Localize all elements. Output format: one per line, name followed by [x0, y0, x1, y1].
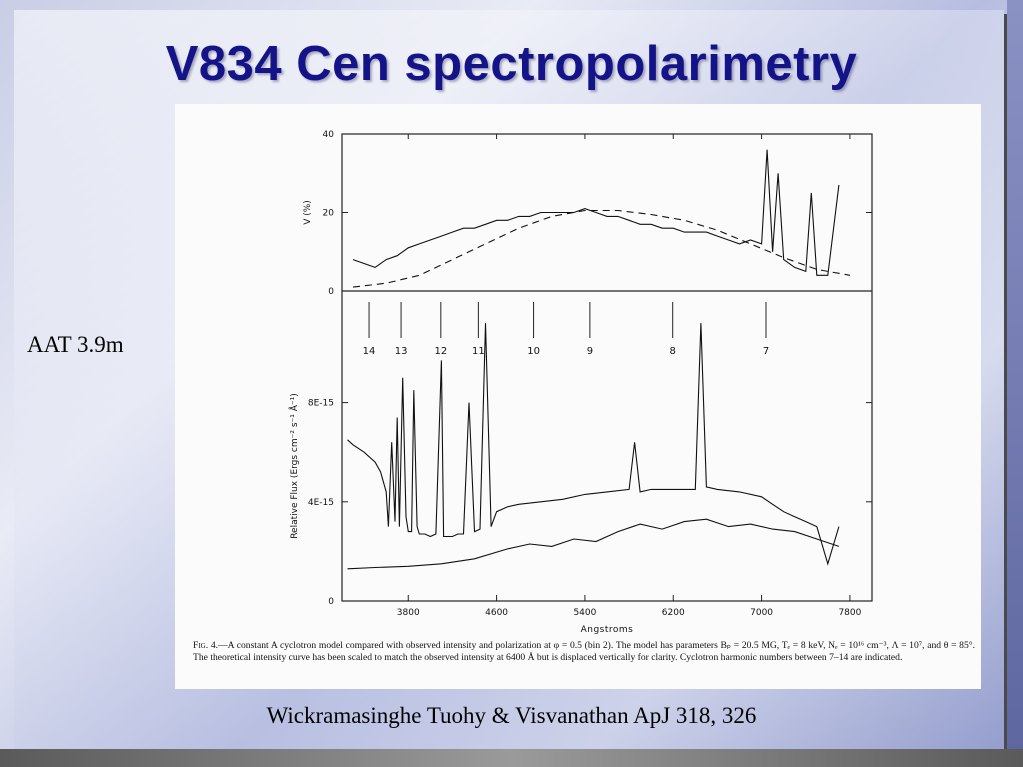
spectropolarimetry-figure: 14 13 12 11 10 9 8 7 0 20 40 V (%) 0 4E-15 8E-15 Relat…	[288, 130, 873, 635]
slide-bottom-bar	[0, 749, 1023, 767]
telescope-label: AAT 3.9m	[27, 332, 124, 357]
xtick-label: 3800	[397, 608, 420, 618]
xtick-label: 5400	[573, 608, 596, 618]
pol-ytick-label: 20	[323, 209, 335, 219]
polarization-model-line	[352, 209, 850, 288]
flux-model-line	[347, 518, 840, 570]
harmonic-label: 13	[395, 346, 408, 357]
caption-lead: Fig. 4.	[193, 640, 219, 651]
harmonic-label: 7	[763, 346, 769, 357]
flux-ytick-label: 4E-15	[308, 498, 334, 508]
harmonic-label: 14	[363, 346, 376, 357]
flux-ylabel: Relative Flux (Ergs cm⁻² s⁻¹ Å⁻¹)	[288, 393, 300, 539]
slide-title: V834 Cen spectropolarimetry	[165, 37, 858, 91]
harmonic-label: 8	[670, 346, 676, 357]
pol-ylabel: V (%)	[303, 200, 313, 225]
slide-right-bar	[1007, 0, 1023, 767]
plot-frame	[341, 133, 873, 602]
polarization-observed-line	[352, 149, 840, 276]
pol-ytick-label: 0	[328, 287, 334, 297]
harmonic-label: 12	[434, 346, 447, 357]
xtick-label: 7000	[750, 608, 773, 618]
harmonic-label: 11	[472, 346, 485, 357]
flux-ytick-label: 0	[328, 597, 334, 607]
flux-ytick-label: 8E-15	[308, 399, 334, 409]
harmonic-label: 10	[527, 346, 540, 357]
harmonic-label: 9	[587, 346, 593, 357]
pol-ytick-label: 40	[323, 130, 335, 140]
caption-text: —A constant A cyclotron model compared w…	[193, 640, 976, 663]
flux-observed-line	[347, 323, 840, 566]
flux-xlabel: Angstroms	[581, 625, 634, 635]
figure-panel: 14 13 12 11 10 9 8 7 0 20 40 V (%) 0 4E-15 8E-15 Relat…	[175, 104, 981, 689]
citation: Wickramasinghe Tuohy & Visvanathan ApJ 3…	[266, 703, 757, 728]
figure-caption: Fig. 4.—A constant A cyclotron model com…	[193, 640, 975, 664]
xtick-label: 7800	[838, 608, 861, 618]
xtick-label: 6200	[662, 608, 685, 618]
xtick-label: 4600	[485, 608, 508, 618]
